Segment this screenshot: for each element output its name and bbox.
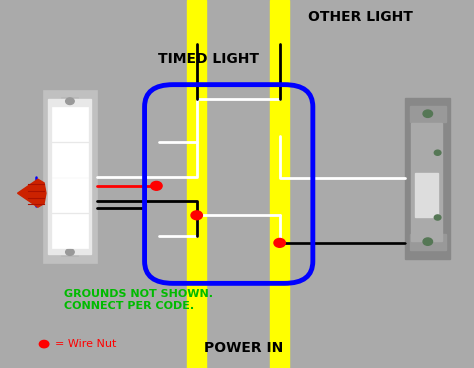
Polygon shape (18, 179, 46, 207)
Circle shape (274, 238, 285, 247)
Text: TIMED LIGHT: TIMED LIGHT (158, 52, 259, 66)
Circle shape (65, 98, 74, 105)
Text: = Wire Nut: = Wire Nut (55, 339, 116, 349)
Bar (270, 0, 289, 368)
Bar (411, 123, 442, 241)
Bar (187, 0, 206, 368)
Circle shape (434, 215, 441, 220)
Circle shape (65, 249, 74, 255)
Bar (52, 107, 88, 141)
Bar (62, 97, 79, 106)
Text: GROUNDS NOT SHOWN.
CONNECT PER CODE.: GROUNDS NOT SHOWN. CONNECT PER CODE. (64, 289, 213, 311)
Bar (405, 98, 450, 259)
Circle shape (191, 211, 202, 220)
Bar (52, 143, 88, 177)
Text: POWER IN: POWER IN (204, 341, 284, 355)
Bar (48, 99, 91, 254)
Bar (43, 90, 97, 263)
Circle shape (151, 181, 162, 190)
Circle shape (39, 340, 49, 348)
Bar (410, 106, 446, 122)
Bar (62, 248, 79, 256)
Circle shape (423, 238, 432, 245)
Bar (415, 173, 438, 217)
Text: OTHER LIGHT: OTHER LIGHT (308, 10, 413, 24)
Bar (52, 214, 88, 248)
Bar (410, 234, 446, 250)
Bar (52, 178, 88, 212)
Circle shape (423, 110, 432, 117)
Circle shape (434, 150, 441, 155)
